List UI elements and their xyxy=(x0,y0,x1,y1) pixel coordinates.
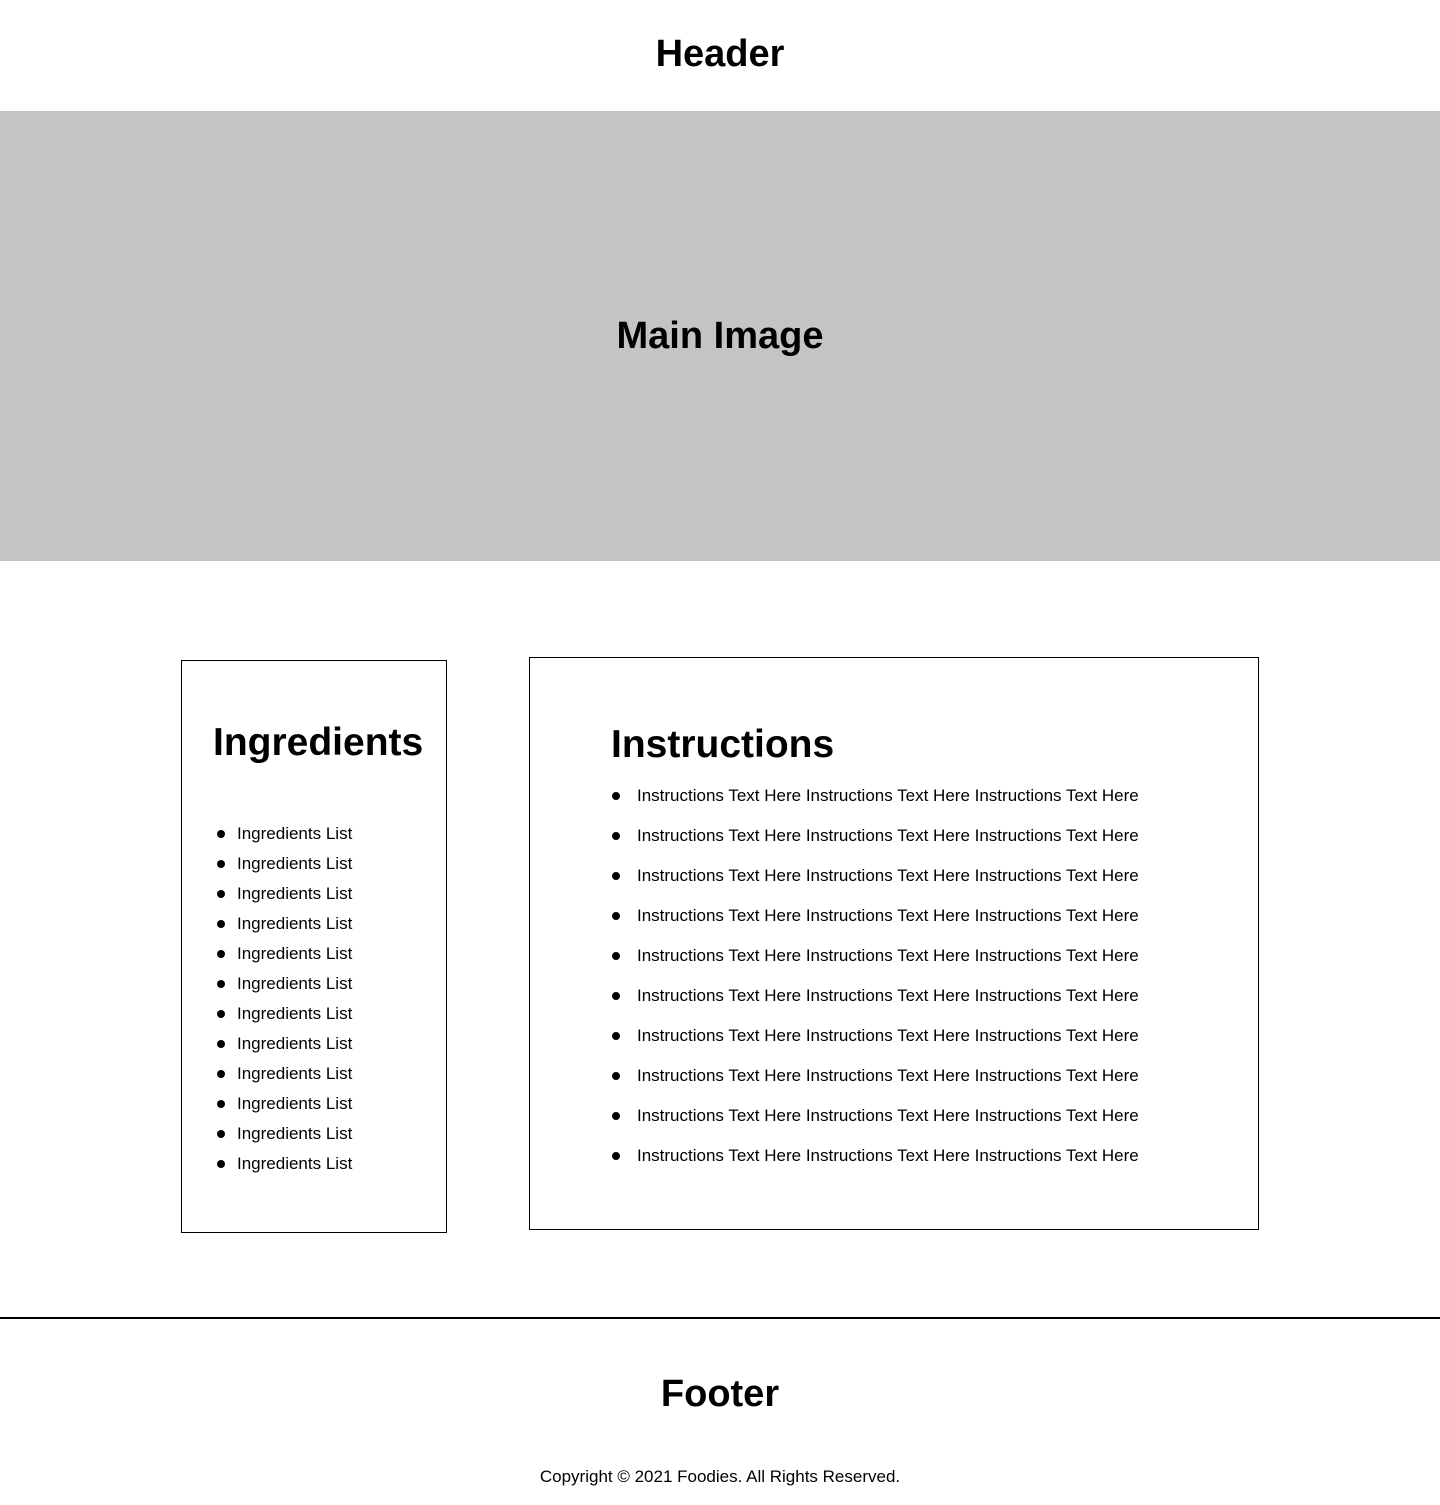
instruction-text: Instructions Text Here Instructions Text… xyxy=(637,1146,1139,1165)
instruction-item: Instructions Text Here Instructions Text… xyxy=(610,1026,1139,1066)
bullet-icon xyxy=(612,1032,620,1040)
instructions-card: Instructions Instructions Text Here Inst… xyxy=(529,657,1259,1230)
instruction-text: Instructions Text Here Instructions Text… xyxy=(637,866,1139,885)
instruction-item: Instructions Text Here Instructions Text… xyxy=(610,986,1139,1026)
bullet-icon xyxy=(217,1070,225,1078)
ingredient-item: Ingredients List xyxy=(215,1064,352,1094)
page-header: Header xyxy=(0,0,1440,111)
ingredients-card: Ingredients Ingredients List Ingredients… xyxy=(181,660,447,1233)
bullet-icon xyxy=(217,890,225,898)
bullet-icon xyxy=(612,1152,620,1160)
instruction-item: Instructions Text Here Instructions Text… xyxy=(610,1106,1139,1146)
instructions-title: Instructions xyxy=(611,723,835,766)
instruction-text: Instructions Text Here Instructions Text… xyxy=(637,1026,1139,1045)
instruction-text: Instructions Text Here Instructions Text… xyxy=(637,1066,1139,1085)
bullet-icon xyxy=(217,1100,225,1108)
ingredient-item: Ingredients List xyxy=(215,914,352,944)
bullet-icon xyxy=(217,1040,225,1048)
ingredient-item: Ingredients List xyxy=(215,944,352,974)
ingredient-item: Ingredients List xyxy=(215,824,352,854)
bullet-icon xyxy=(612,832,620,840)
ingredients-list: Ingredients List Ingredients List Ingred… xyxy=(215,824,352,1184)
main-image-placeholder: Main Image xyxy=(0,111,1440,561)
ingredient-item: Ingredients List xyxy=(215,854,352,884)
ingredient-item: Ingredients List xyxy=(215,1034,352,1064)
instruction-item: Instructions Text Here Instructions Text… xyxy=(610,866,1139,906)
ingredient-label: Ingredients List xyxy=(237,1034,353,1053)
ingredient-label: Ingredients List xyxy=(237,1094,353,1113)
ingredient-label: Ingredients List xyxy=(237,1154,353,1173)
ingredients-title: Ingredients xyxy=(213,721,424,764)
header-title: Header xyxy=(655,32,785,75)
footer-divider xyxy=(0,1317,1440,1319)
bullet-icon xyxy=(217,1130,225,1138)
bullet-icon xyxy=(612,872,620,880)
ingredient-label: Ingredients List xyxy=(237,1124,353,1143)
copyright-text: Copyright © 2021 Foodies. All Rights Res… xyxy=(539,1467,901,1486)
instruction-item: Instructions Text Here Instructions Text… xyxy=(610,786,1139,826)
instruction-text: Instructions Text Here Instructions Text… xyxy=(637,946,1139,965)
instructions-list: Instructions Text Here Instructions Text… xyxy=(610,786,1139,1186)
ingredient-item: Ingredients List xyxy=(215,884,352,914)
bullet-icon xyxy=(612,912,620,920)
instruction-text: Instructions Text Here Instructions Text… xyxy=(637,906,1139,925)
instruction-text: Instructions Text Here Instructions Text… xyxy=(637,1106,1139,1125)
bullet-icon xyxy=(217,1160,225,1168)
ingredient-item: Ingredients List xyxy=(215,1154,352,1184)
ingredient-label: Ingredients List xyxy=(237,914,353,933)
instruction-item: Instructions Text Here Instructions Text… xyxy=(610,946,1139,986)
footer-title: Footer xyxy=(660,1373,780,1415)
instruction-text: Instructions Text Here Instructions Text… xyxy=(637,826,1139,845)
bullet-icon xyxy=(217,860,225,868)
bullet-icon xyxy=(217,1010,225,1018)
instruction-item: Instructions Text Here Instructions Text… xyxy=(610,826,1139,866)
ingredient-label: Ingredients List xyxy=(237,944,353,963)
ingredient-label: Ingredients List xyxy=(237,1064,353,1083)
ingredient-label: Ingredients List xyxy=(237,974,353,993)
bullet-icon xyxy=(217,830,225,838)
ingredient-item: Ingredients List xyxy=(215,1094,352,1124)
bullet-icon xyxy=(612,952,620,960)
bullet-icon xyxy=(612,1112,620,1120)
ingredient-label: Ingredients List xyxy=(237,824,353,843)
ingredient-item: Ingredients List xyxy=(215,974,352,1004)
bullet-icon xyxy=(612,1072,620,1080)
ingredient-label: Ingredients List xyxy=(237,1004,353,1023)
bullet-icon xyxy=(612,992,620,1000)
bullet-icon xyxy=(217,950,225,958)
ingredient-item: Ingredients List xyxy=(215,1004,352,1034)
main-image-label: Main Image xyxy=(616,315,824,357)
instruction-text: Instructions Text Here Instructions Text… xyxy=(637,786,1139,805)
instruction-text: Instructions Text Here Instructions Text… xyxy=(637,986,1139,1005)
bullet-icon xyxy=(217,980,225,988)
instruction-item: Instructions Text Here Instructions Text… xyxy=(610,1146,1139,1186)
ingredient-item: Ingredients List xyxy=(215,1124,352,1154)
instruction-item: Instructions Text Here Instructions Text… xyxy=(610,1066,1139,1106)
bullet-icon xyxy=(217,920,225,928)
ingredient-label: Ingredients List xyxy=(237,884,353,903)
bullet-icon xyxy=(612,792,620,800)
instruction-item: Instructions Text Here Instructions Text… xyxy=(610,906,1139,946)
ingredient-label: Ingredients List xyxy=(237,854,353,873)
